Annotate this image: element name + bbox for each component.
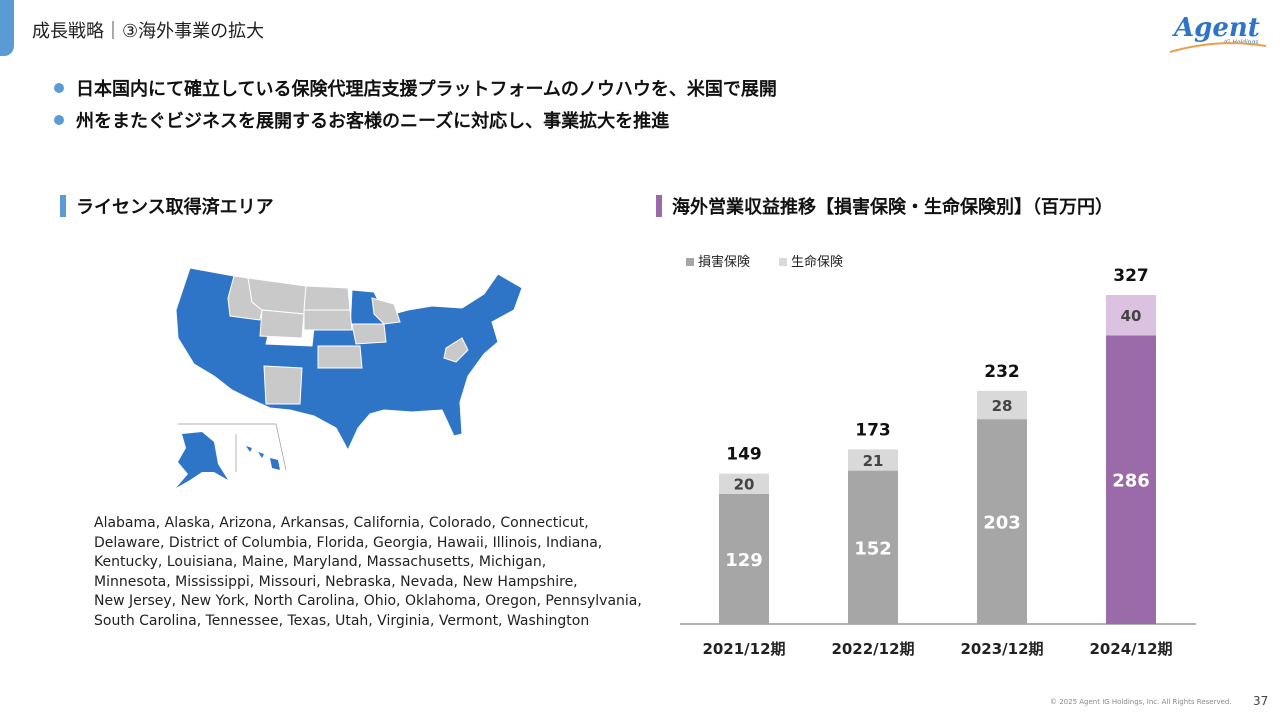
unlicensed-state-kansas (317, 345, 363, 369)
legend-label-life: 生命保険 (791, 254, 843, 270)
data-label-total: 149 (726, 445, 762, 465)
x-tick-label: 2021/12期 (702, 640, 785, 658)
data-label-total: 327 (1113, 266, 1149, 286)
alaska-shape (176, 432, 228, 488)
section-marker (60, 195, 66, 217)
copyright-text: © 2025 Agent IG Holdings, Inc. All Right… (1050, 698, 1232, 706)
legend-swatch-non-life (686, 258, 694, 266)
legend-swatch-life (779, 258, 787, 266)
data-label-non-life: 129 (725, 550, 763, 571)
inset-divider (178, 423, 287, 472)
section-marker (656, 195, 662, 217)
unlicensed-state-west-virginia (443, 337, 469, 363)
bullet-item: 州をまたぐビジネスを展開するお客様のニーズに対応し、事業拡大を推進 (52, 104, 777, 136)
states-line: Delaware, District of Columbia, Florida,… (94, 534, 603, 551)
unlicensed-state-north-dakota (303, 285, 351, 311)
bar-life (977, 390, 1027, 420)
data-label-life: 20 (734, 476, 755, 494)
unlicensed-state-wisconsin (371, 297, 401, 325)
license-heading-text: ライセンス取得済エリア (76, 197, 274, 218)
data-label-life: 21 (863, 452, 884, 470)
bar-non-life (977, 419, 1027, 624)
bullet-item: 日本国内にて確立している保険代理店支援プラットフォームのノウハウを、米国で展開 (52, 72, 777, 104)
licensed-states-list: Alabama, Alaska, Arizona, Arkansas, Cali… (94, 514, 654, 631)
data-label-non-life: 286 (1112, 471, 1150, 492)
bullet-dot-icon (54, 115, 64, 125)
states-line: Minnesota, Mississippi, Missouri, Nebras… (94, 573, 578, 590)
bullet-list: 日本国内にて確立している保険代理店支援プラットフォームのノウハウを、米国で展開 … (52, 72, 777, 136)
revenue-stacked-bar-chart: 損害保険 生命保険 129 20 149 2021/12期 152 21 173 2022/12期… (680, 254, 1196, 658)
data-label-total: 232 (984, 362, 1020, 382)
states-line: Kentucky, Louisiana, Maine, Maryland, Ma… (94, 554, 547, 570)
header-accent-tab (0, 0, 14, 56)
bar-non-life (848, 470, 898, 624)
bar-life (719, 473, 769, 494)
bullet-text: 州をまたぐビジネスを展開するお客様のニーズに対応し、事業拡大を推進 (76, 111, 670, 132)
us-license-map (175, 267, 523, 488)
bar-non-life (719, 493, 769, 624)
revenue-section-heading: 海外営業収益推移【損害保険・生命保険別】（百万円） (656, 193, 1113, 219)
data-label-life: 40 (1121, 307, 1142, 325)
revenue-heading-text: 海外営業収益推移【損害保険・生命保険別】（百万円） (672, 197, 1113, 218)
x-tick-label: 2024/12期 (1089, 640, 1172, 658)
company-logo: Agent IG Holdings (1169, 13, 1267, 53)
data-label-life: 28 (992, 397, 1013, 415)
bar-life (848, 449, 898, 471)
legend-label-non-life: 損害保険 (698, 254, 750, 270)
bar-life (1106, 295, 1156, 336)
license-section-heading: ライセンス取得済エリア (60, 193, 274, 219)
data-label-non-life: 203 (983, 513, 1021, 534)
bar-non-life (1106, 335, 1156, 624)
bullet-dot-icon (54, 83, 64, 93)
unlicensed-state-iowa (351, 323, 387, 345)
bullet-text: 日本国内にて確立している保険代理店支援プラットフォームのノウハウを、米国で展開 (76, 79, 777, 100)
hawaii-shape (246, 446, 280, 470)
unlicensed-state-wyoming (259, 309, 305, 339)
states-line: South Carolina, Tennessee, Texas, Utah, … (94, 612, 590, 629)
x-tick-label: 2022/12期 (831, 640, 914, 658)
x-tick-label: 2023/12期 (960, 640, 1043, 658)
page-title: 成長戦略｜③海外事業の拡大 (32, 21, 265, 42)
states-line: Alabama, Alaska, Arizona, Arkansas, Cali… (94, 515, 589, 531)
unlicensed-state-new-mexico (263, 365, 303, 405)
logo-text: Agent (1171, 13, 1260, 43)
logo-swoosh (1169, 42, 1267, 53)
page-number: 37 (1253, 694, 1269, 708)
unlicensed-state-south-dakota (303, 309, 353, 331)
data-label-total: 173 (855, 420, 891, 440)
states-line: New Jersey, New York, North Carolina, Oh… (94, 593, 642, 609)
data-label-non-life: 152 (854, 538, 892, 559)
